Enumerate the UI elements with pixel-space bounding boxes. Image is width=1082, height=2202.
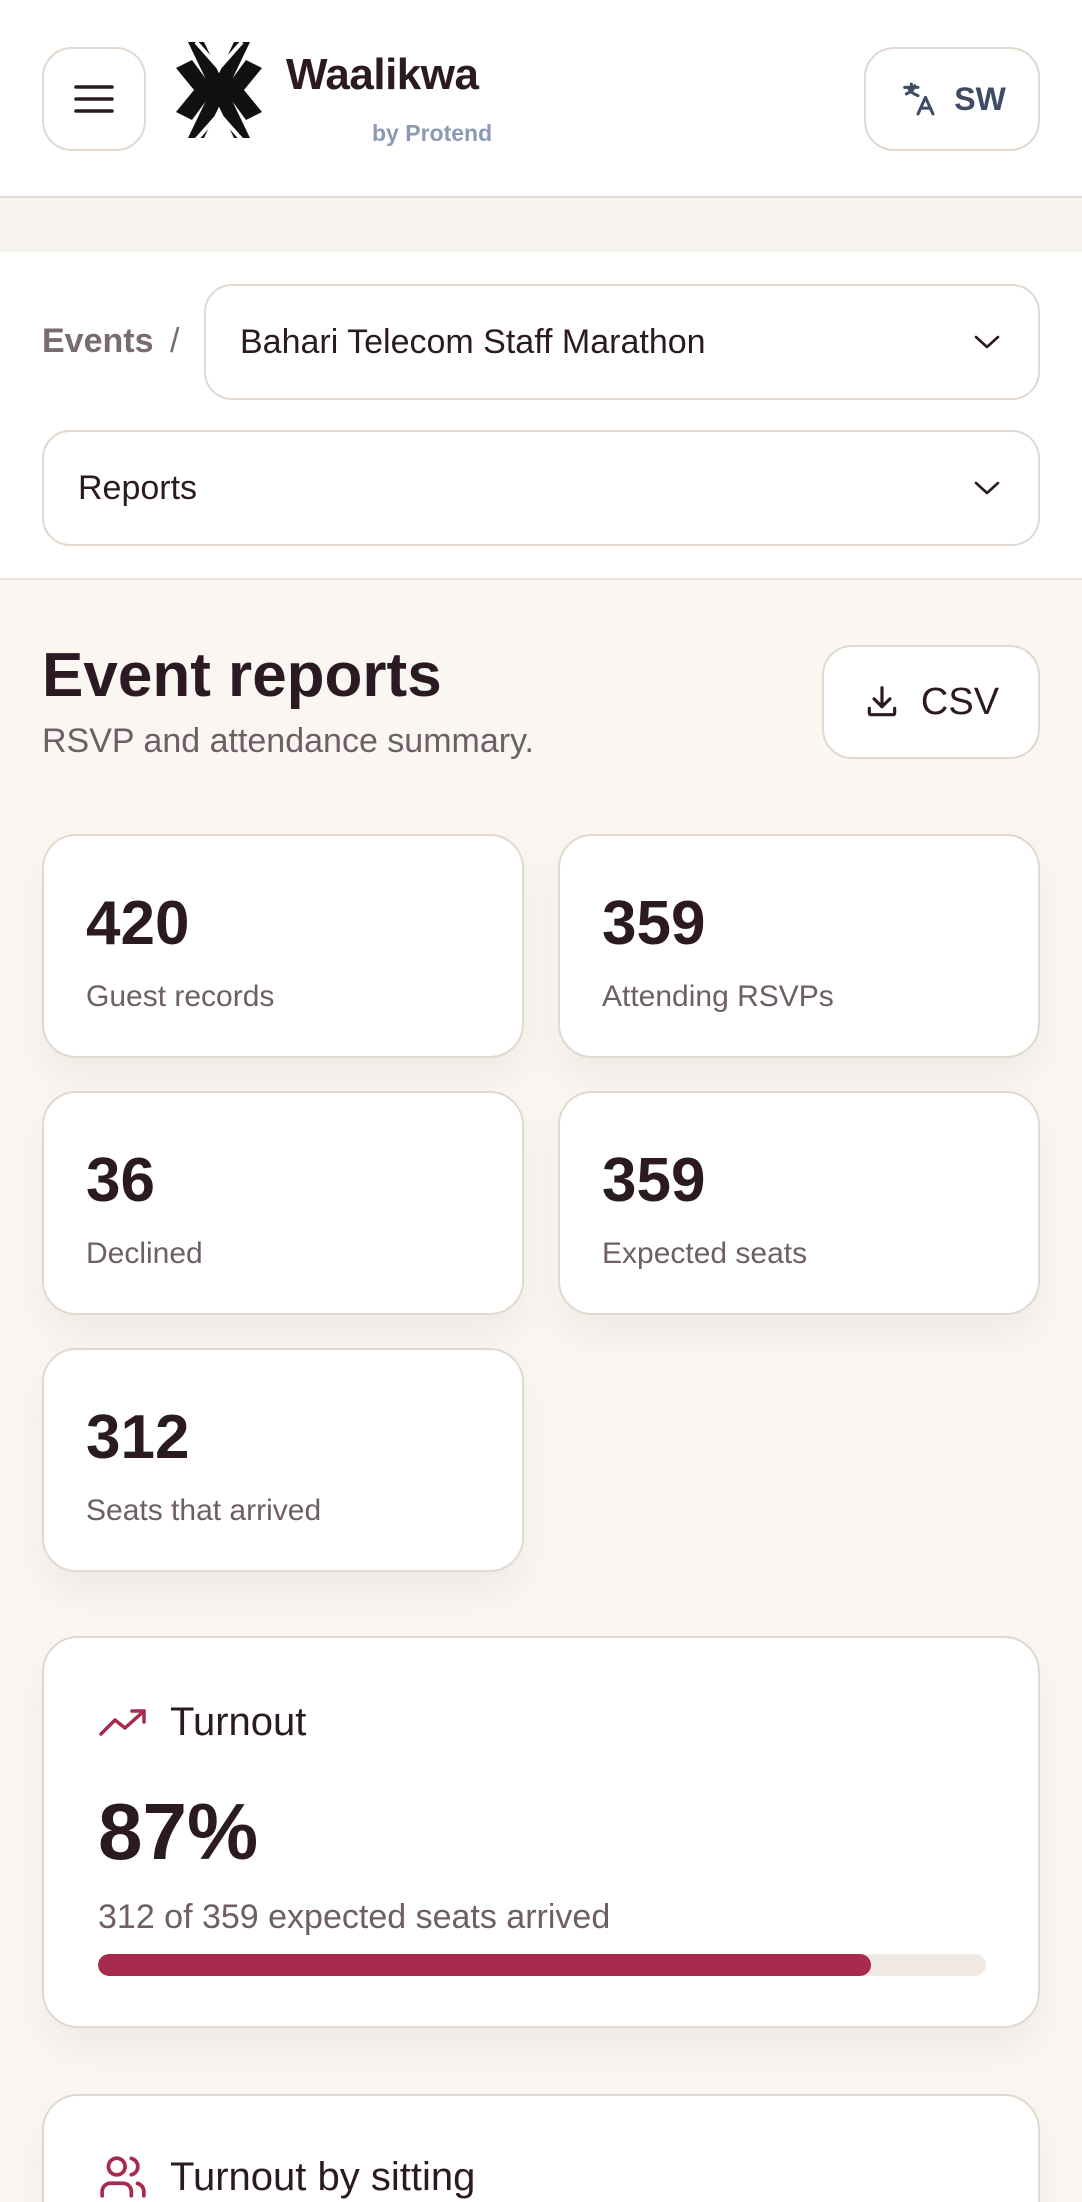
turnout-description: 312 of 359 expected seats arrived <box>98 1898 611 1936</box>
stat-label: Declined <box>86 1237 203 1270</box>
language-button[interactable]: SW <box>864 47 1040 151</box>
sitting-title: Turnout by sitting <box>170 2154 476 2199</box>
turnout-panel: Turnout 87% 312 of 359 expected seats ar… <box>42 1636 1040 2028</box>
stat-label: Seats that arrived <box>86 1494 322 1527</box>
turnout-by-sitting-panel: Turnout by sitting <box>42 2094 1040 2202</box>
turnout-header: Turnout <box>98 1700 306 1745</box>
stat-card-guest-records: 420 Guest records <box>42 834 524 1058</box>
csv-label: CSV <box>920 680 1000 723</box>
trending-up-icon <box>99 1708 146 1736</box>
turnout-progress-fill <box>98 1954 871 1976</box>
turnout-percent: 87% <box>98 1787 259 1876</box>
waalikwa-logo[interactable] <box>174 38 264 144</box>
page-title: Event reports <box>42 641 442 710</box>
stat-card-expected-seats: 359 Expected seats <box>558 1091 1040 1315</box>
stat-value: 359 <box>602 889 706 958</box>
turnout-progress-bar <box>98 1954 986 1976</box>
chevron-down-icon <box>974 481 1000 495</box>
stat-value: 36 <box>86 1146 155 1215</box>
stat-label: Guest records <box>86 980 275 1013</box>
breadcrumb-events-link[interactable]: Events <box>42 322 154 360</box>
app-header: Waalikwa by Protend SW <box>0 0 1082 198</box>
stat-label: Attending RSVPs <box>602 980 834 1013</box>
stat-value: 420 <box>86 889 190 958</box>
translate-icon <box>903 82 935 116</box>
event-select-value: Bahari Telecom Staff Marathon <box>240 322 706 361</box>
breadcrumb-separator: / <box>170 322 180 360</box>
brand-name: Waalikwa <box>286 50 479 99</box>
view-select[interactable]: Reports <box>42 430 1040 546</box>
view-select-value: Reports <box>78 468 198 507</box>
sitting-header: Turnout by sitting <box>98 2152 475 2202</box>
stat-value: 359 <box>602 1146 706 1215</box>
csv-download-button[interactable]: CSV <box>822 645 1040 759</box>
stat-value: 312 <box>86 1403 190 1472</box>
stat-card-attending-rsvps: 359 Attending RSVPs <box>558 834 1040 1058</box>
chevron-down-icon <box>974 335 1000 349</box>
header-spacer <box>0 200 1082 252</box>
download-icon <box>867 686 897 717</box>
users-icon <box>100 2156 146 2198</box>
menu-button[interactable] <box>42 47 146 151</box>
event-navigation: Events / Bahari Telecom Staff Marathon R… <box>0 252 1082 580</box>
page-subtitle: RSVP and attendance summary. <box>42 722 535 760</box>
event-select[interactable]: Bahari Telecom Staff Marathon <box>204 284 1040 400</box>
brand-subtitle: by Protend <box>372 120 493 146</box>
turnout-title: Turnout <box>170 1700 307 1744</box>
stat-card-declined: 36 Declined <box>42 1091 524 1315</box>
menu-icon <box>74 85 114 113</box>
language-code: SW <box>954 80 1006 117</box>
stat-card-seats-arrived: 312 Seats that arrived <box>42 1348 524 1572</box>
stat-label: Expected seats <box>602 1237 808 1270</box>
